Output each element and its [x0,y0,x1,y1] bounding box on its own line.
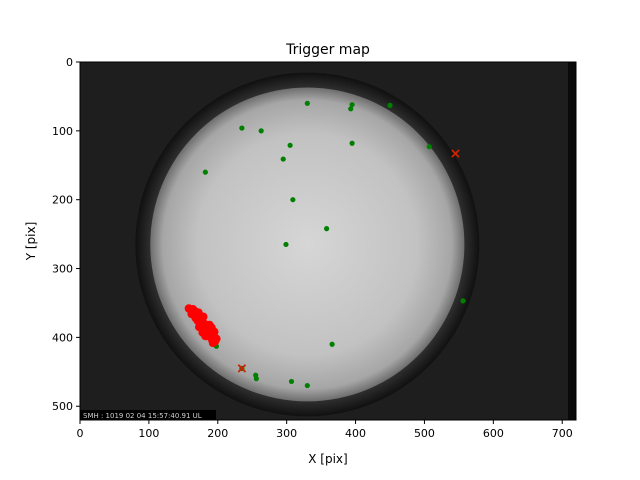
trigger-point [324,226,330,232]
x-tick-label: 400 [345,427,366,440]
y-tick-label: 500 [52,400,73,413]
plot-frame [79,61,577,421]
x-axis: 0 100 200 300 400 500 600 700 [77,420,573,440]
trigger-point [258,128,264,134]
series-0 [202,100,466,389]
x-tick-label: 600 [483,427,504,440]
x-tick-label: 200 [207,427,228,440]
x-tick-label: 300 [276,427,297,440]
y-tick-label: 400 [52,331,73,344]
x-tick-label: 700 [552,427,573,440]
trigger-point [283,241,289,248]
y-tick-label: 200 [52,194,73,207]
series-1 [184,304,221,348]
trigger-point [239,125,245,131]
y-axis-label: Y [pix] [24,222,38,262]
cluster-point [208,338,218,348]
trigger-point [287,142,293,148]
trigger-point [202,169,208,175]
x-marker-point [237,364,247,373]
x-axis-label: X [pix] [308,452,347,466]
x-tick-label: 500 [414,427,435,440]
chart-title: Trigger map [285,42,370,58]
trigger-point [253,376,259,382]
y-tick-label: 0 [66,56,73,69]
plot-area: SMH : 1019 02 04 15:57:40.91 UL [80,62,576,420]
trigger-point [304,382,310,389]
y-tick-label: 100 [52,125,73,138]
timestamp-bar [80,410,216,420]
series-2 [237,149,460,373]
trigger-point [280,156,286,162]
x-marker-point [451,149,460,158]
y-axis: 0 100 200 300 400 500 [52,56,80,413]
trigger-point [348,106,354,112]
trigger-point [304,100,310,106]
timestamp-overlay: SMH : 1019 02 04 15:57:40.91 UL [83,412,202,420]
y-tick-label: 300 [52,263,73,276]
cluster-point [199,312,208,321]
trigger-point [349,102,355,108]
cluster-point [201,331,210,341]
trigger-point [290,197,296,203]
x-tick-label: 100 [138,427,159,440]
camera-image-right-edge [568,62,576,420]
trigger-point [460,298,466,304]
trigger-point [349,140,355,146]
sky-disc [150,87,465,402]
x-tick-label: 0 [77,427,84,440]
trigger-point [329,341,335,347]
trigger-point [288,378,295,385]
trigger-point [426,144,432,150]
cluster-point [207,323,216,332]
trigger-point [387,102,393,108]
